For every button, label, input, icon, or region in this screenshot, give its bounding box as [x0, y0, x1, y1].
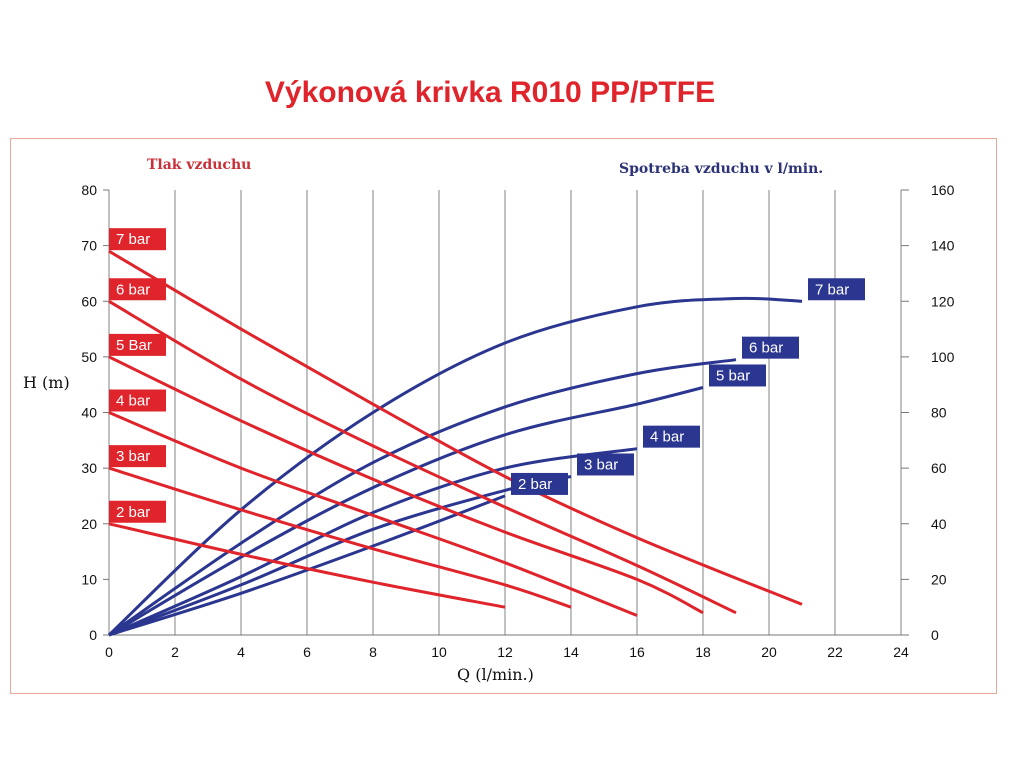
x-tick-label: 20 — [761, 644, 777, 660]
head-curve-6-bar — [108, 300, 737, 615]
y2-tick-label: 140 — [931, 238, 955, 254]
head-curve-label-5-bar: 5 Bar — [116, 337, 152, 354]
y2-tick-label: 160 — [931, 182, 955, 198]
air-curve-label-7-bar-box — [808, 278, 865, 301]
y2-tick-label: 80 — [931, 405, 947, 421]
y-tick-label: 50 — [81, 349, 97, 365]
y2-tick-label: 0 — [931, 627, 939, 643]
x-tick-label: 12 — [497, 644, 513, 660]
head-curve-label-3-bar-box — [109, 445, 166, 468]
y-tick-label: 20 — [81, 516, 97, 532]
y2-tick-label: 120 — [931, 293, 955, 309]
head-curve-label-2-bar: 2 bar — [116, 504, 150, 521]
x-axis-title: Q (l/min.) — [457, 665, 534, 684]
legend-left-title: Tlak vzduchu — [147, 157, 251, 173]
air-curve-label-2-bar: 2 bar — [518, 476, 552, 493]
y2-tick-label: 20 — [931, 571, 947, 587]
head-curve-label-7-bar: 7 bar — [116, 231, 150, 248]
x-tick-label: 14 — [563, 644, 579, 660]
head-curve-label-6-bar: 6 bar — [116, 281, 150, 298]
head-curve-label-2-bar-box — [109, 500, 166, 523]
y-tick-label: 40 — [81, 405, 97, 421]
x-tick-label: 8 — [369, 644, 377, 660]
head-curve-label-5-bar-box — [109, 333, 166, 356]
air-curve-label-5-bar-box — [709, 364, 766, 387]
air-curve-4-bar — [108, 447, 638, 637]
y-tick-label: 70 — [81, 238, 97, 254]
curve-layer — [107, 249, 803, 637]
y-tick-label: 10 — [81, 571, 97, 587]
air-curve-label-2-bar-box — [511, 472, 568, 495]
x-tick-label: 4 — [237, 644, 245, 660]
x-tick-label: 10 — [431, 644, 447, 660]
head-curve-label-3-bar: 3 bar — [116, 448, 150, 465]
x-tick-label: 2 — [171, 644, 179, 660]
y-tick-label: 60 — [81, 293, 97, 309]
head-curve-4-bar — [108, 411, 638, 617]
head-curve-2-bar — [108, 522, 506, 609]
head-curve-7-bar — [108, 249, 803, 606]
label-layer: 2 bar 3 bar 4 bar 5 bar 6 bar 7 bar 2 bar 3 bar… — [109, 228, 865, 523]
head-curve-label-7-bar-box — [109, 228, 166, 251]
head-curve-label-4-bar: 4 bar — [116, 393, 150, 410]
air-curve-label-5-bar: 5 bar — [716, 367, 750, 384]
y-tick-label: 30 — [81, 460, 97, 476]
air-curve-5-bar — [108, 386, 704, 637]
chart-frame: 0 2 4 6 8 10 12 14 16 18 20 22 24 0 10 20 30 40 50 60 70 80 0 2… — [10, 138, 997, 694]
y2-tick-label: 60 — [931, 460, 947, 476]
air-curve-label-3-bar: 3 bar — [584, 456, 618, 473]
air-curve-label-3-bar-box — [577, 453, 634, 476]
y2-axis-title: Spotreba vzduchu v l/min. — [619, 161, 823, 177]
y2-tick-label: 100 — [931, 349, 955, 365]
page-title: Výkonová krivka R010 PP/PTFE — [264, 76, 716, 109]
air-curve-label-6-bar-box — [742, 336, 799, 359]
x-tick-label: 6 — [303, 644, 311, 660]
air-curve-label-6-bar: 6 bar — [749, 340, 783, 357]
y-tick-label: 0 — [89, 627, 97, 643]
air-curve-2-bar — [108, 494, 506, 637]
air-curve-label-4-bar-box — [643, 425, 700, 448]
x-tick-label: 16 — [629, 644, 645, 660]
head-curve-label-6-bar-box — [109, 278, 166, 301]
y-axis-title: H (m) — [23, 373, 70, 392]
x-tick-label: 22 — [827, 644, 843, 660]
air-curve-label-4-bar: 4 bar — [650, 429, 684, 446]
grid-layer — [108, 190, 902, 635]
axis-layer: 0 2 4 6 8 10 12 14 16 18 20 22 240102030405060708002… — [81, 182, 954, 660]
air-curve-6-bar — [108, 358, 737, 637]
head-curve-5-bar — [108, 355, 704, 615]
air-curve-3-bar — [108, 475, 572, 637]
head-curve-3-bar — [108, 466, 572, 609]
y-tick-label: 80 — [81, 182, 97, 198]
y2-tick-label: 40 — [931, 516, 947, 532]
air-curve-label-7-bar: 7 bar — [815, 281, 849, 298]
x-tick-label: 18 — [695, 644, 711, 660]
x-tick-label: 0 — [105, 644, 113, 660]
performance-chart: 0 2 4 6 8 10 12 14 16 18 20 22 240102030405060708002… — [23, 157, 955, 684]
head-curve-label-4-bar-box — [109, 389, 166, 412]
air-curve-7-bar — [107, 296, 803, 637]
x-tick-label: 24 — [893, 644, 909, 660]
